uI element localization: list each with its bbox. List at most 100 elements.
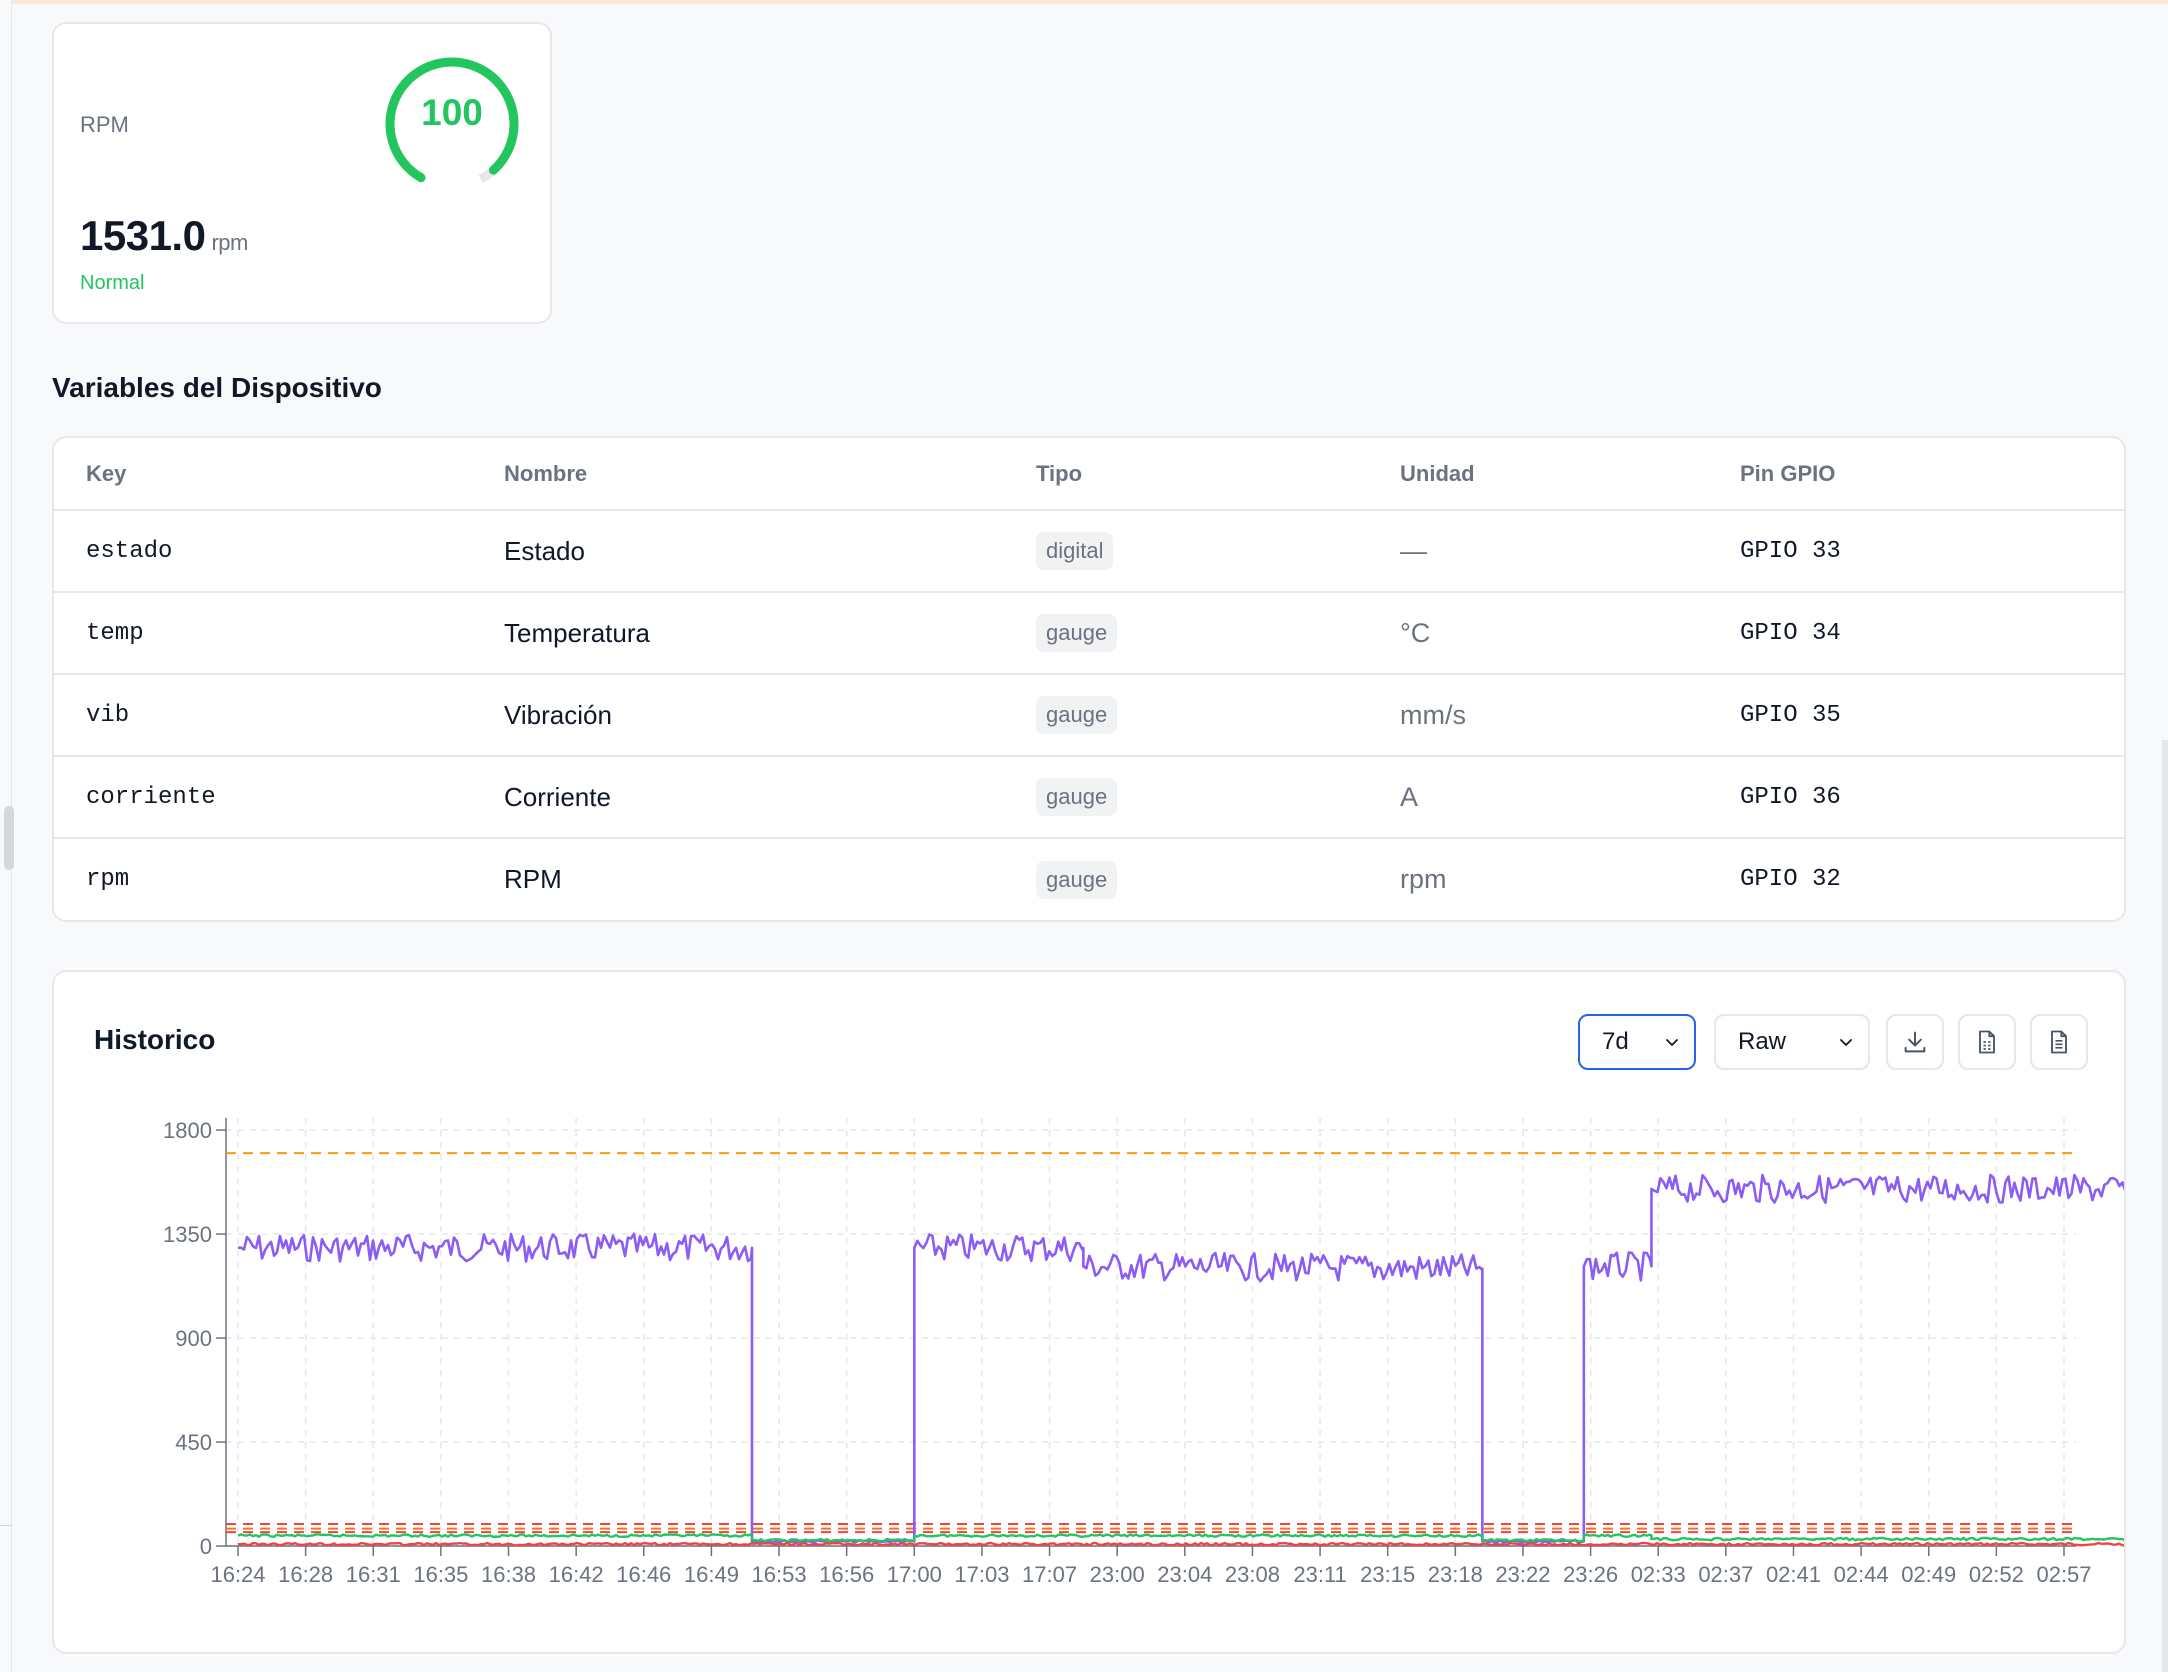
- column-header-tipo[interactable]: Tipo: [1036, 438, 1400, 511]
- download-button[interactable]: [1886, 1014, 1944, 1070]
- column-header-pin[interactable]: Pin GPIO: [1740, 438, 2124, 511]
- column-header-key[interactable]: Key: [54, 438, 504, 511]
- y-tick-label: 1800: [163, 1118, 212, 1143]
- series-line: [237, 1541, 2124, 1547]
- x-tick-label: 16:24: [210, 1562, 265, 1587]
- section-title: Variables del Dispositivo: [52, 372, 382, 403]
- x-tick-label: 23:18: [1428, 1562, 1483, 1587]
- download-icon: [1904, 1031, 1926, 1053]
- gauge-value: 100: [421, 92, 483, 133]
- mode-select-value: Raw: [1738, 1028, 1787, 1055]
- panel-resize-handle[interactable]: [4, 806, 14, 870]
- chevron-down-icon: [1840, 1039, 1852, 1046]
- x-tick-label: 23:15: [1360, 1562, 1415, 1587]
- x-tick-label: 16:53: [752, 1562, 807, 1587]
- csv-file-icon: [1979, 1030, 1995, 1054]
- table-header-row: Key Nombre Tipo Unidad Pin GPIO: [54, 438, 2124, 511]
- top-border: [0, 0, 2168, 4]
- status-label: Normal: [80, 272, 145, 294]
- variables-table: Key Nombre Tipo Unidad Pin GPIO estado E…: [54, 438, 2124, 920]
- cell-pin: GPIO 34: [1740, 592, 2124, 675]
- cell-unit: A: [1400, 756, 1740, 839]
- export-csv-button[interactable]: [1958, 1014, 2016, 1070]
- cell-unit: rpm: [1400, 864, 1447, 894]
- x-tick-label: 17:03: [954, 1562, 1009, 1587]
- x-tick-label: 02:52: [1969, 1562, 2024, 1587]
- table-row[interactable]: vib Vibración gauge mm/s GPIO 35: [54, 674, 2124, 757]
- x-tick-label: 16:46: [616, 1562, 671, 1587]
- x-tick-label: 02:44: [1834, 1562, 1889, 1587]
- series-line: [237, 1173, 2124, 1544]
- column-header-nombre[interactable]: Nombre: [504, 438, 1036, 511]
- x-tick-label: 16:28: [278, 1562, 333, 1587]
- table-row[interactable]: temp Temperatura gauge °C GPIO 34: [54, 592, 2124, 675]
- historico-card: Historico 7d Raw 0 450 900 1350 1800 16:24 16:…: [52, 970, 2126, 1654]
- type-badge: gauge: [1036, 860, 1118, 899]
- range-select[interactable]: 7d: [1578, 1014, 1696, 1070]
- type-badge: gauge: [1036, 778, 1118, 816]
- x-tick-label: 02:37: [1698, 1562, 1753, 1587]
- rpm-card-label: RPM: [80, 112, 129, 137]
- y-tick-label: 1350: [163, 1222, 212, 1247]
- cell-unit: —: [1400, 510, 1740, 593]
- x-tick-label: 16:31: [346, 1562, 401, 1587]
- y-tick-label: 0: [200, 1534, 212, 1559]
- cell-name: Vibración: [504, 674, 1036, 757]
- cell-unit: mm/s: [1400, 674, 1740, 757]
- type-badge: gauge: [1036, 696, 1118, 734]
- x-tick-label: 23:11: [1293, 1562, 1346, 1587]
- x-tick-label: 16:38: [481, 1562, 536, 1587]
- document-icon: [2051, 1030, 2067, 1054]
- cell-key: rpm: [86, 866, 130, 893]
- x-tick-label: 23:08: [1225, 1562, 1280, 1587]
- cell-pin: GPIO 35: [1740, 674, 2124, 757]
- x-tick-label: 02:57: [2036, 1562, 2091, 1587]
- cell-name: RPM: [504, 864, 562, 894]
- cell-name: Estado: [504, 510, 1036, 593]
- x-tick-label: 17:07: [1022, 1562, 1077, 1587]
- cell-pin: GPIO 33: [1740, 510, 2124, 593]
- x-tick-label: 23:22: [1495, 1562, 1550, 1587]
- x-tick-label: 02:33: [1631, 1562, 1686, 1587]
- historico-title: Historico: [94, 1024, 216, 1055]
- cell-key: temp: [54, 592, 504, 675]
- cell-unit: °C: [1400, 592, 1740, 675]
- history-chart[interactable]: 0 450 900 1350 1800 16:24 16:28 16:31 16:35 16:38…: [54, 972, 2124, 1652]
- x-tick-label: 23:26: [1563, 1562, 1618, 1587]
- rpm-reading: 1531.0 rpm: [80, 212, 248, 260]
- rpm-gauge: [385, 57, 519, 191]
- left-divider: [0, 1525, 12, 1526]
- mode-select[interactable]: Raw: [1714, 1014, 1870, 1070]
- x-tick-label: 16:56: [819, 1562, 874, 1587]
- y-tick-label: 900: [175, 1326, 212, 1351]
- rpm-reading-value: 1531.0: [80, 212, 206, 259]
- chevron-down-icon: [1666, 1039, 1678, 1046]
- table-row[interactable]: estado Estado digital — GPIO 33: [54, 510, 2124, 593]
- type-badge: digital: [1036, 532, 1114, 570]
- series-line: [237, 1533, 2124, 1543]
- variables-table-card: Key Nombre Tipo Unidad Pin GPIO estado E…: [52, 436, 2126, 922]
- x-tick-label: 23:00: [1090, 1562, 1145, 1587]
- x-tick-label: 23:04: [1157, 1562, 1212, 1587]
- scrollbar-track[interactable]: [2162, 740, 2168, 1672]
- rpm-reading-unit: rpm: [211, 230, 248, 255]
- x-tick-label: 16:42: [549, 1562, 604, 1587]
- cell-key: corriente: [54, 756, 504, 839]
- rpm-card: RPM 100 1531.0 rpm Normal: [52, 22, 552, 324]
- table-row[interactable]: corriente Corriente gauge A GPIO 36: [54, 756, 2124, 839]
- cell-pin: GPIO 36: [1740, 756, 2124, 839]
- type-badge: gauge: [1036, 614, 1118, 652]
- table-row[interactable]: rpm RPM gauge rpm GPIO 32: [54, 838, 2124, 920]
- cell-name: Corriente: [504, 756, 1036, 839]
- x-tick-label: 16:35: [413, 1562, 468, 1587]
- x-tick-label: 02:49: [1901, 1562, 1956, 1587]
- cell-key: estado: [54, 510, 504, 593]
- cell-name: Temperatura: [504, 592, 1036, 675]
- range-select-value: 7d: [1602, 1028, 1629, 1055]
- export-pdf-button[interactable]: [2030, 1014, 2088, 1070]
- x-tick-label: 17:00: [887, 1562, 942, 1587]
- y-tick-label: 450: [175, 1430, 212, 1455]
- column-header-unidad[interactable]: Unidad: [1400, 438, 1740, 511]
- x-tick-label: 02:41: [1766, 1562, 1821, 1587]
- x-tick-label: 16:49: [684, 1562, 739, 1587]
